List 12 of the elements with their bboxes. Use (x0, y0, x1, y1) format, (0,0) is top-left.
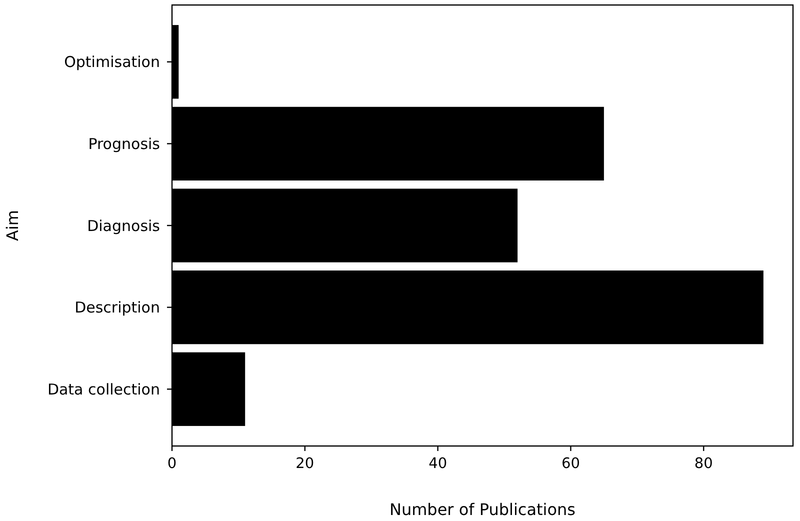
y-tick-label: Optimisation (64, 53, 160, 72)
x-tick-label: 0 (167, 456, 177, 472)
x-axis-title: Number of Publications (389, 500, 576, 519)
x-tick-label: 40 (428, 456, 448, 472)
x-tick-label: 80 (694, 456, 713, 472)
x-tick-label: 60 (561, 456, 580, 472)
y-tick-label: Description (74, 298, 160, 317)
y-tick-label: Prognosis (88, 134, 160, 153)
y-axis-title: Aim (3, 210, 22, 241)
y-tick-label: Data collection (47, 380, 160, 398)
y-tick-label: Diagnosis (87, 216, 160, 235)
x-tick-label: 20 (296, 456, 314, 472)
